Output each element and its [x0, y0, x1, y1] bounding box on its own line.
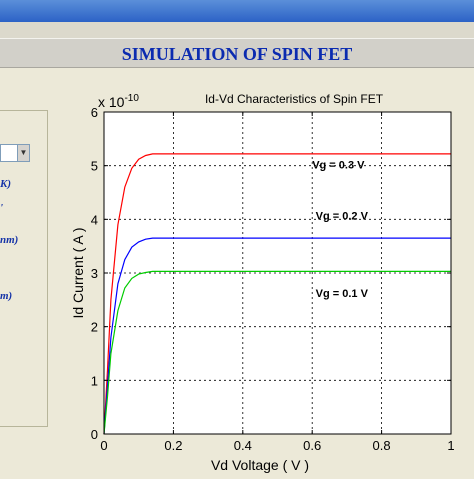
x-tick-label: 0.4 — [234, 438, 252, 453]
window-title-bar — [0, 0, 474, 22]
param-label-temperature: K) — [0, 178, 11, 190]
x-tick-label: 1 — [447, 438, 454, 453]
y-tick-label: 6 — [91, 105, 98, 120]
param-label-misc: ' — [0, 202, 4, 214]
y-exponent-power: -10 — [124, 93, 139, 104]
y-tick-label: 3 — [91, 266, 98, 281]
y-tick-label: 4 — [91, 212, 98, 227]
y-axis-label: Id Current ( A ) — [70, 227, 86, 318]
x-tick-label: 0 — [100, 438, 107, 453]
x-tick-label: 0.2 — [164, 438, 182, 453]
x-axis-label: Vd Voltage ( V ) — [211, 457, 309, 473]
tick-group: 0 0.2 0.4 0.6 0.8 1 0 1 2 3 4 5 6 — [91, 105, 455, 453]
id-vd-chart: 0 0.2 0.4 0.6 0.8 1 0 1 2 3 4 5 6 Id-Vd Characterist… — [70, 92, 455, 473]
param-label-width: m) — [0, 290, 13, 302]
plot-area: 0 0.2 0.4 0.6 0.8 1 0 1 2 3 4 5 6 Id-Vd Characterist… — [60, 70, 474, 474]
model-select[interactable]: ▼ — [0, 144, 30, 162]
y-tick-label: 1 — [91, 373, 98, 388]
grid-lines — [104, 112, 451, 434]
y-tick-label: 2 — [91, 320, 98, 335]
y-exponent-base: x 10 — [98, 94, 125, 110]
chevron-down-icon[interactable]: ▼ — [17, 145, 29, 161]
annotation-group: Vg = 0.3 V Vg = 0.2 V Vg = 0.1 V — [312, 159, 368, 300]
series-annotation: Vg = 0.2 V — [316, 210, 369, 222]
axes-background — [104, 112, 451, 434]
x-tick-label: 0.6 — [303, 438, 321, 453]
x-tick-label: 0.8 — [373, 438, 391, 453]
y-tick-label: 5 — [91, 159, 98, 174]
window-toolbar-strip — [0, 22, 474, 38]
y-exponent-label: x 10-10 — [98, 93, 139, 110]
y-tick-label: 0 — [91, 427, 98, 442]
parameter-panel — [0, 110, 48, 427]
series-group — [103, 153, 451, 435]
series-line-1 — [103, 153, 451, 435]
chart-title: Id-Vd Characteristics of Spin FET — [205, 92, 384, 106]
param-label-length: nm) — [0, 234, 19, 246]
series-annotation: Vg = 0.3 V — [312, 159, 365, 171]
app-banner: SIMULATION OF SPIN FET — [0, 38, 474, 68]
banner-title: SIMULATION OF SPIN FET — [121, 44, 353, 64]
series-line-3 — [103, 270, 451, 435]
series-line-2 — [103, 237, 451, 435]
series-annotation: Vg = 0.1 V — [316, 288, 369, 300]
